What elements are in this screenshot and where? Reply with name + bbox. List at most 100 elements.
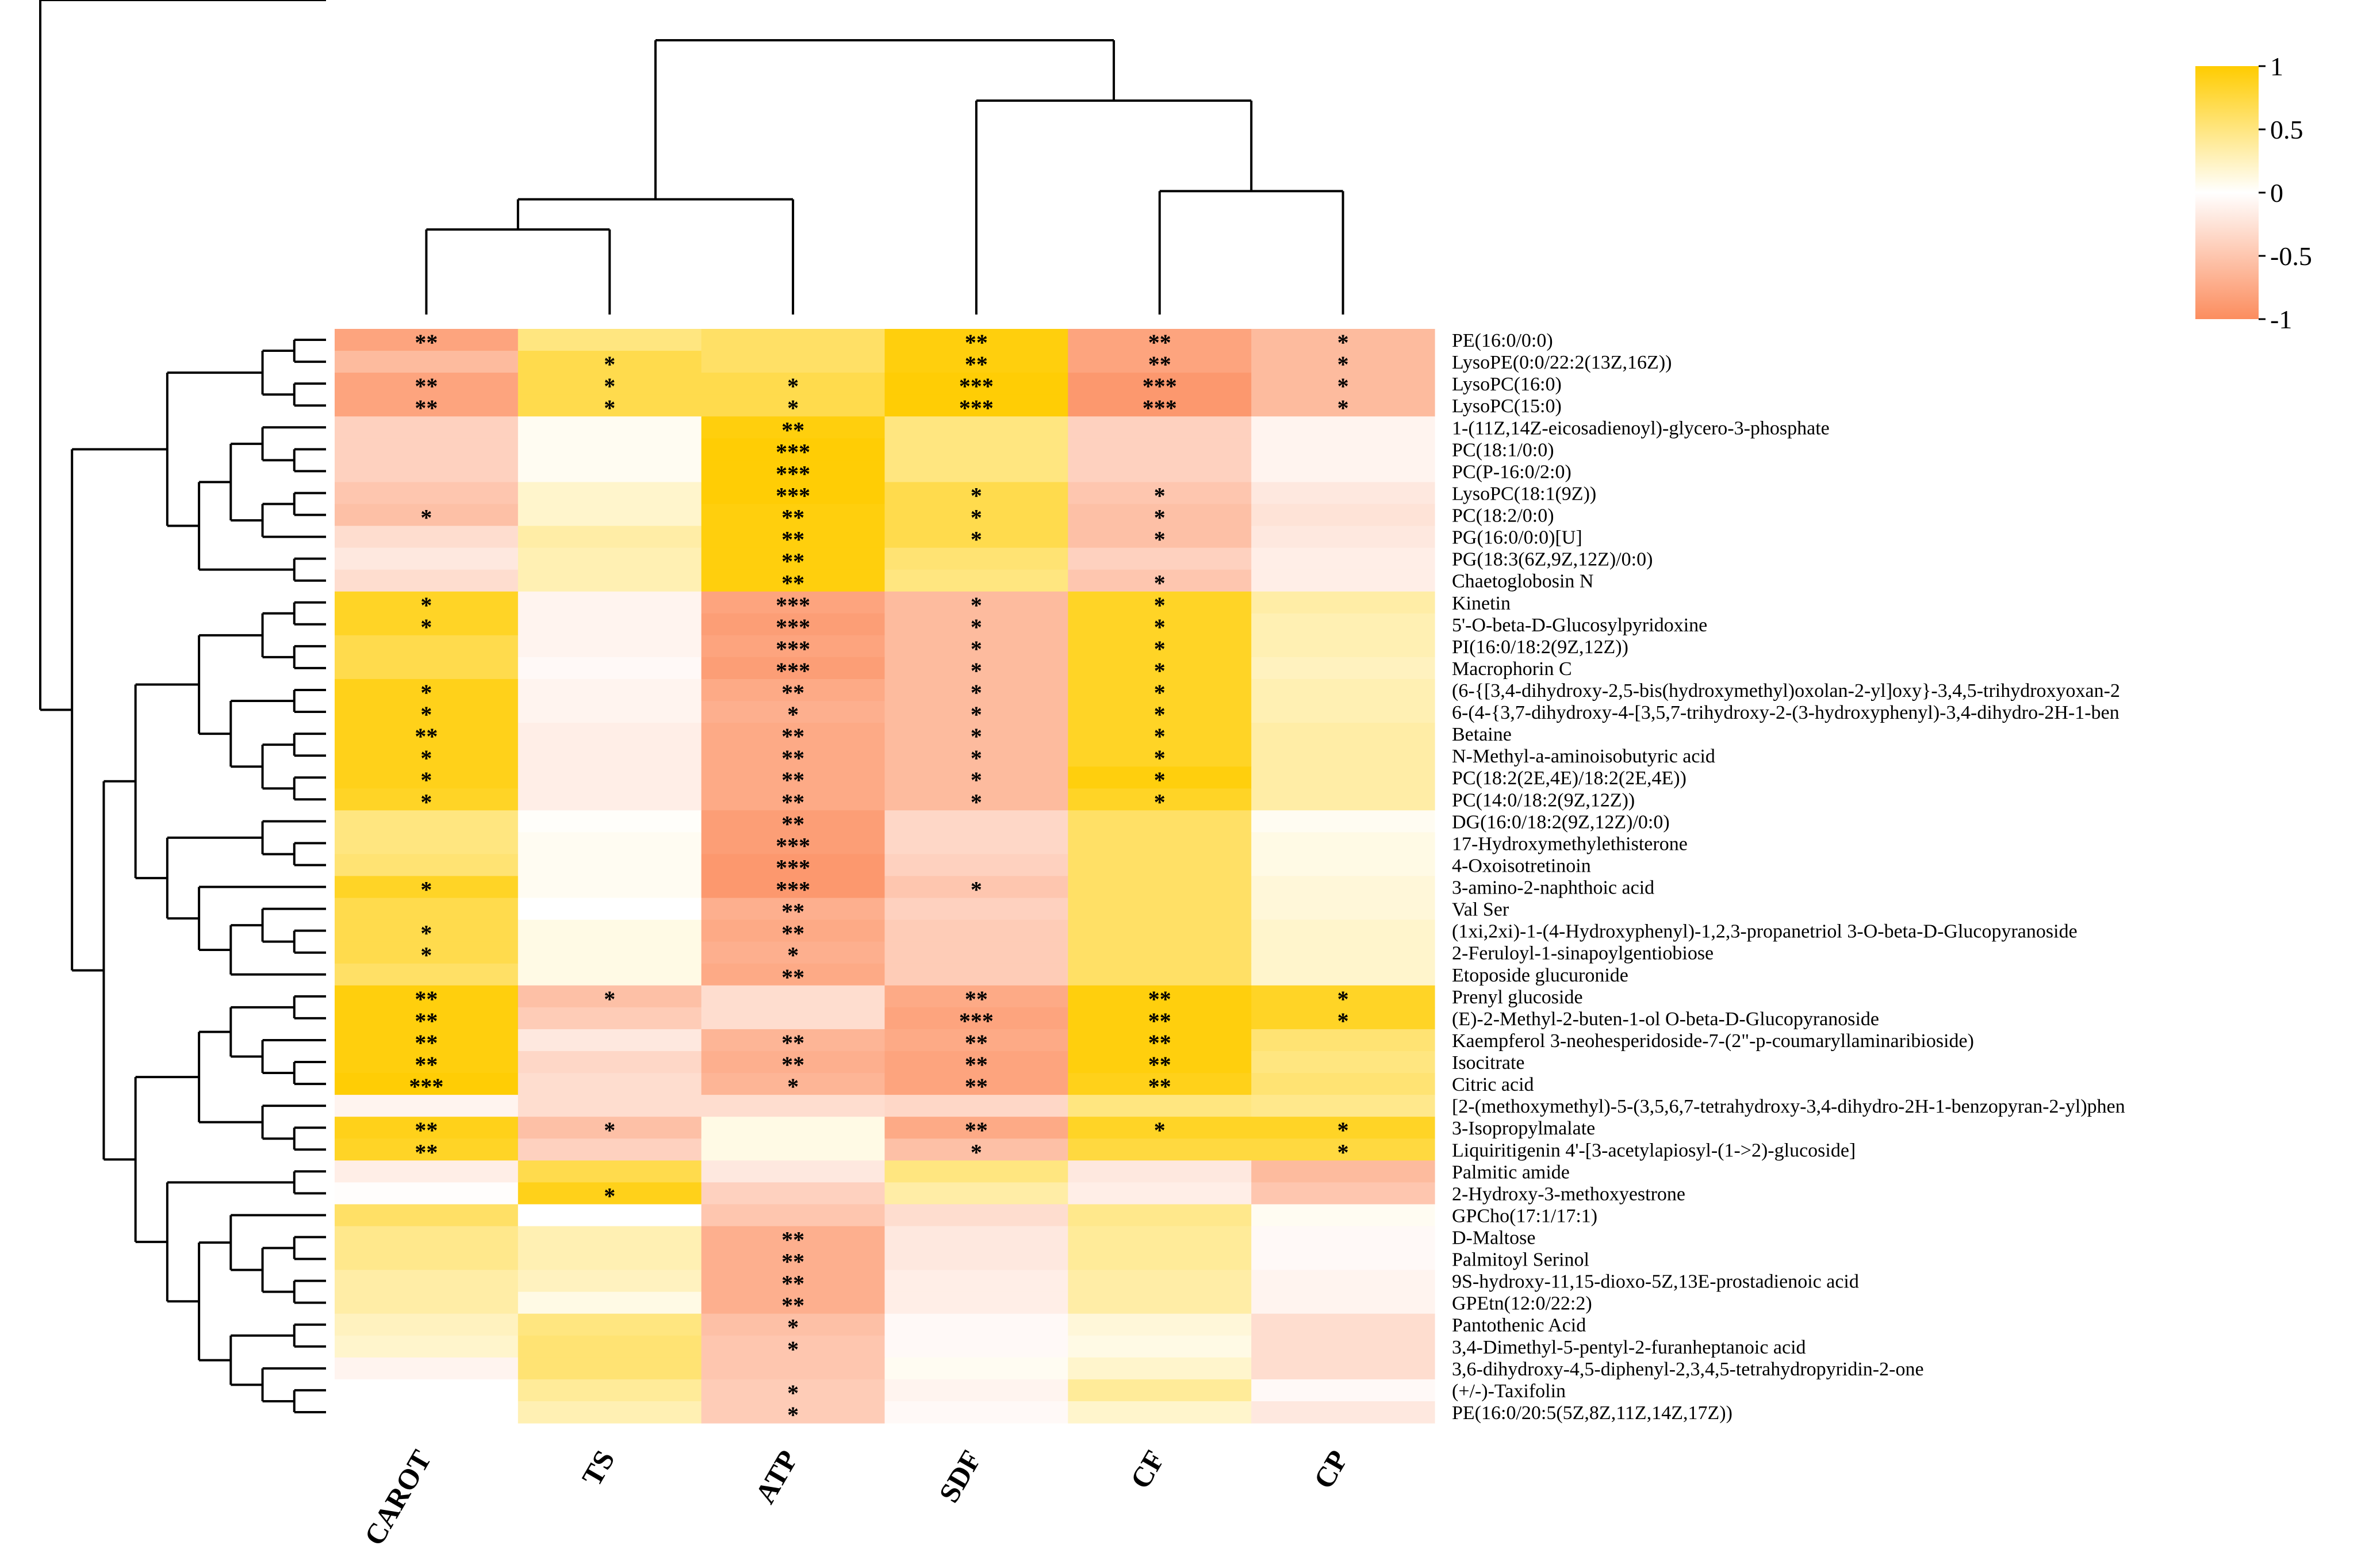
heatmap-cell xyxy=(335,1007,519,1030)
significance-marker: * xyxy=(787,1074,799,1099)
heatmap-cell xyxy=(1251,1182,1435,1205)
heatmap-cell xyxy=(701,941,886,964)
row-label: Isocitrate xyxy=(1452,1052,1525,1074)
heatmap-cell xyxy=(1068,394,1252,417)
heatmap-cell xyxy=(518,766,702,789)
heatmap-cell xyxy=(335,1051,519,1074)
significance-marker: ** xyxy=(1148,1008,1171,1034)
heatmap-cell xyxy=(1068,1291,1252,1314)
heatmap-cell xyxy=(518,919,702,942)
heatmap-cell xyxy=(1251,788,1435,811)
significance-marker: *** xyxy=(959,373,994,399)
heatmap-cell xyxy=(884,941,1068,964)
significance-marker: ** xyxy=(415,1117,438,1143)
heatmap-cell xyxy=(1068,1095,1252,1117)
significance-marker: ** xyxy=(1148,351,1171,377)
significance-marker: * xyxy=(604,373,615,399)
heatmap-cell xyxy=(335,1291,519,1314)
heatmap-cell xyxy=(1068,1007,1252,1030)
heatmap-cell xyxy=(518,416,702,439)
heatmap-cell xyxy=(1251,745,1435,767)
significance-marker: * xyxy=(1154,527,1166,553)
heatmap-cell xyxy=(1251,1226,1435,1249)
significance-marker: ** xyxy=(781,505,804,531)
heatmap-cell xyxy=(335,526,519,549)
heatmap-cell xyxy=(701,460,886,483)
significance-marker: * xyxy=(420,921,432,946)
significance-marker: ** xyxy=(781,1293,804,1318)
significance-markers: ** ** ** ** ** ** *** * * *** *** *** * * *** *** ******… xyxy=(409,329,1348,1428)
row-label: 5'-O-beta-D-Glucosylpyridoxine xyxy=(1452,615,1707,636)
heatmap-cell xyxy=(1068,1160,1252,1183)
row-label: 6-(4-{3,7-dihydroxy-4-[3,5,7-trihydroxy-… xyxy=(1452,702,2119,723)
significance-marker: *** xyxy=(1143,395,1177,421)
heatmap-cell xyxy=(518,1007,702,1030)
significance-marker: ** xyxy=(415,1052,438,1078)
row-label: (1xi,2xi)-1-(4-Hydroxyphenyl)-1,2,3-prop… xyxy=(1452,921,2077,942)
significance-marker: ** xyxy=(781,1052,804,1078)
heatmap-cell xyxy=(518,329,702,351)
colorbar-tick-label: 0 xyxy=(2270,178,2283,208)
significance-marker: ** xyxy=(415,986,438,1012)
heatmap-cell xyxy=(701,963,886,986)
colorbar: 1 0.5 0 -0.5 -1 xyxy=(2195,52,2312,334)
heatmap-cell xyxy=(518,1073,702,1095)
significance-marker: * xyxy=(971,636,982,662)
heatmap-cell xyxy=(701,876,886,899)
significance-marker: ** xyxy=(1148,1074,1171,1099)
heatmap-cell xyxy=(1068,1182,1252,1205)
heatmap-cell xyxy=(518,832,702,855)
heatmap-cell xyxy=(1068,438,1252,461)
heatmap-cell xyxy=(1068,678,1252,701)
significance-marker: * xyxy=(787,1336,799,1362)
heatmap-cell xyxy=(335,678,519,701)
heatmap-cell xyxy=(701,613,886,636)
heatmap-cell xyxy=(335,547,519,570)
row-label: PG(16:0/0:0)[U] xyxy=(1452,527,1582,549)
significance-marker: ** xyxy=(415,329,438,355)
heatmap-cell xyxy=(884,1313,1068,1336)
column-label: CF xyxy=(1124,1445,1171,1494)
significance-marker: ** xyxy=(781,723,804,749)
heatmap-cell xyxy=(701,373,886,395)
row-label: GPCho(17:1/17:1) xyxy=(1452,1205,1597,1226)
heatmap-cell xyxy=(884,613,1068,636)
heatmap-cell xyxy=(1068,1248,1252,1271)
row-label: LysoPC(16:0) xyxy=(1452,374,1562,395)
row-label: PC(14:0/18:2(9Z,12Z)) xyxy=(1452,789,1635,811)
significance-marker: * xyxy=(1154,767,1166,793)
significance-marker: * xyxy=(971,680,982,706)
heatmap-cell xyxy=(1251,1138,1435,1161)
row-label: Prenyl glucoside xyxy=(1452,987,1583,1008)
heatmap-cell xyxy=(1251,832,1435,855)
heatmap-cell xyxy=(701,1007,886,1030)
heatmap-cell xyxy=(1068,832,1252,855)
heatmap-cell xyxy=(701,898,886,921)
heatmap-cell xyxy=(701,919,886,942)
significance-marker: * xyxy=(971,701,982,727)
significance-marker: * xyxy=(420,701,432,727)
heatmap-cell xyxy=(884,591,1068,614)
heatmap-cell xyxy=(335,1248,519,1271)
heatmap-cell xyxy=(884,1117,1068,1139)
row-label: 2-Feruloyl-1-sinapoylgentiobiose xyxy=(1452,943,1714,964)
heatmap-cell xyxy=(1251,1248,1435,1271)
heatmap-cell xyxy=(1251,1095,1435,1117)
row-label: PE(16:0/0:0) xyxy=(1452,330,1553,351)
heatmap-cell xyxy=(518,1357,702,1380)
heatmap-cell xyxy=(884,832,1068,855)
heatmap-cell xyxy=(701,701,886,723)
heatmap-cell xyxy=(701,504,886,527)
heatmap-cell xyxy=(335,329,519,351)
significance-marker: *** xyxy=(776,439,810,465)
heatmap-cell xyxy=(884,1379,1068,1402)
heatmap-cell xyxy=(884,1291,1068,1314)
heatmap-cell xyxy=(518,1226,702,1249)
heatmap-cell xyxy=(1251,591,1435,614)
heatmap-cell xyxy=(335,1401,519,1424)
heatmap-cell xyxy=(884,547,1068,570)
heatmap-cell xyxy=(518,701,702,723)
heatmap-cell xyxy=(884,351,1068,373)
column-label: TS xyxy=(576,1445,621,1492)
